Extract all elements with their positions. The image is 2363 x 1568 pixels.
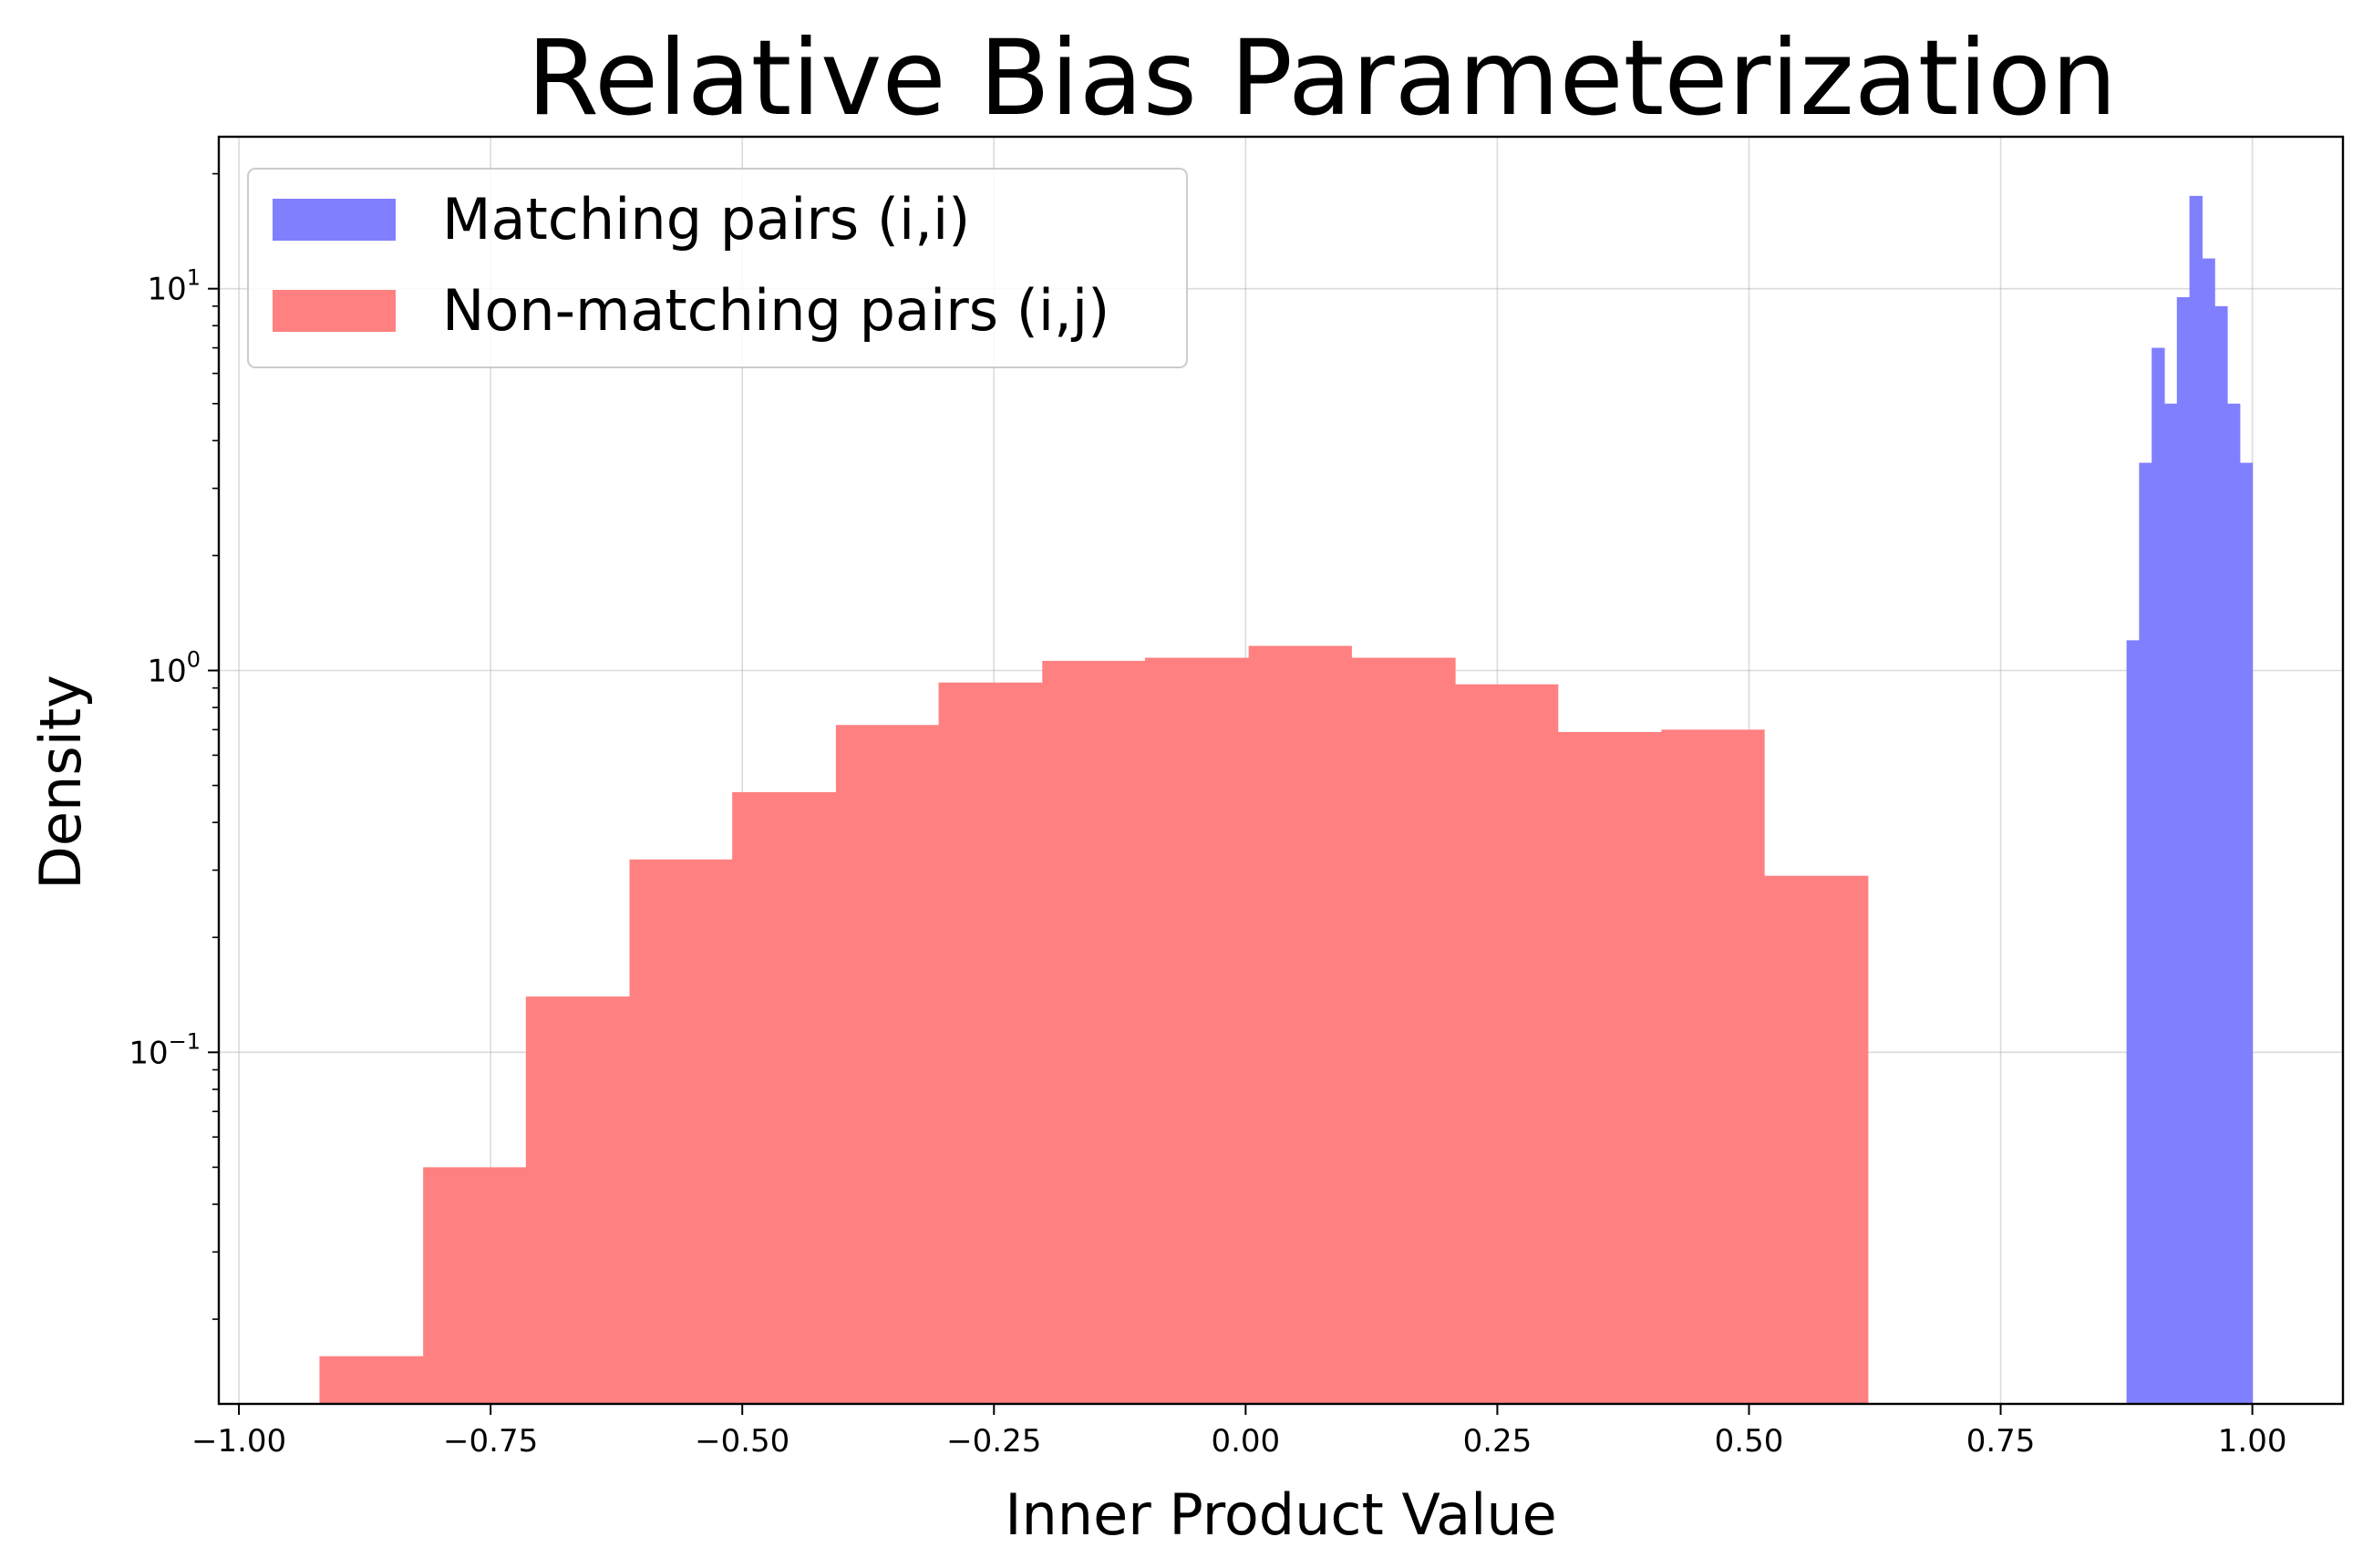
non-matching-bar xyxy=(1351,657,1456,1404)
legend-box xyxy=(247,168,1188,368)
matching-bar xyxy=(2139,462,2152,1404)
matching-bar xyxy=(2176,296,2191,1405)
legend-entry-label: Matching pairs (i,i) xyxy=(442,186,970,253)
matching-bar xyxy=(2214,305,2228,1405)
non-matching-bar xyxy=(1764,875,1869,1404)
matching-bar xyxy=(2163,403,2178,1405)
non-matching-bar xyxy=(1455,684,1559,1404)
non-matching-bar xyxy=(629,859,733,1404)
axis-ticks: −1.00 −0.75 −0.50 −0.25 0.00 0.25 0.50 0.75 1.00… xyxy=(129,172,2287,1460)
x-tick-label: 0.75 xyxy=(1966,1423,2036,1460)
bars xyxy=(319,195,2254,1405)
x-axis-label: Inner Product Value xyxy=(1005,1481,1557,1548)
matching-bar xyxy=(2227,403,2241,1405)
x-tick-label: 1.00 xyxy=(2218,1423,2287,1460)
legend-entry-label: Non-matching pairs (i,j) xyxy=(442,277,1109,344)
y-tick-label: 101 xyxy=(147,265,201,308)
non-matching-bar xyxy=(319,1356,424,1404)
non-matching-bar xyxy=(1557,731,1663,1404)
non-matching-bar xyxy=(1042,660,1146,1404)
non-matching-bar xyxy=(525,996,631,1404)
x-tick-label: 0.25 xyxy=(1463,1423,1532,1460)
chart-title: Relative Bias Parameterization xyxy=(527,17,2117,139)
x-tick-label: −0.75 xyxy=(443,1423,538,1460)
non-matching-bar xyxy=(938,682,1043,1404)
x-tick-label: −0.25 xyxy=(946,1423,1041,1460)
legend: Matching pairs (i,i) Non-matching pairs (… xyxy=(247,168,1188,368)
matching-bar xyxy=(2202,258,2215,1405)
x-tick-label: 0.00 xyxy=(1211,1423,1280,1460)
non-matching-bar xyxy=(732,792,837,1404)
x-tick-label: −1.00 xyxy=(191,1423,286,1460)
non-matching-bar xyxy=(1248,645,1352,1404)
non-matching-bar xyxy=(1144,657,1250,1404)
legend-swatch xyxy=(273,199,396,241)
matching-bar xyxy=(2126,640,2140,1404)
matching-bar xyxy=(2151,347,2165,1405)
plot-frame xyxy=(217,135,2345,1406)
non-matching-bar xyxy=(835,725,940,1404)
matching-bar xyxy=(2239,462,2254,1404)
y-tick-label: 100 xyxy=(147,647,201,690)
x-tick-label: 0.50 xyxy=(1715,1423,1784,1460)
y-axis-label: Density xyxy=(27,675,94,890)
non-matching-bar xyxy=(423,1167,527,1404)
non-matching-bar xyxy=(1661,729,1765,1404)
matching-bar xyxy=(2189,195,2203,1404)
y-tick-label: 10−1 xyxy=(129,1028,201,1071)
x-tick-label: −0.50 xyxy=(695,1423,789,1460)
legend-swatch xyxy=(273,290,396,332)
